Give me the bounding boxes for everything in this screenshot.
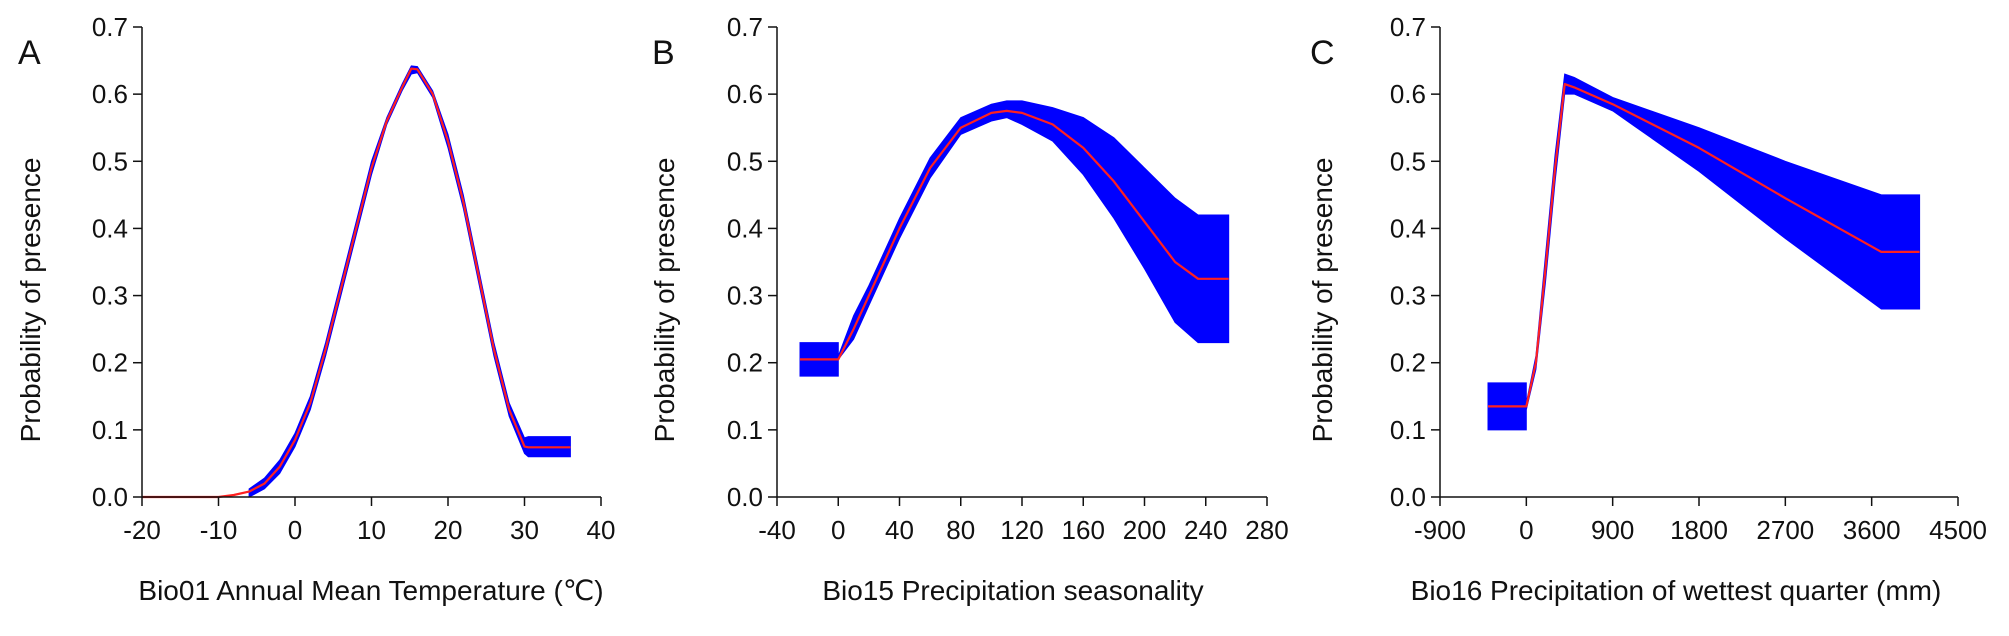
x-tick-label: 200 <box>1123 515 1166 545</box>
y-tick-label: 0.4 <box>1390 213 1426 243</box>
y-axis-title: Probability of presence <box>649 158 680 443</box>
y-tick-label: 0.6 <box>92 79 128 109</box>
y-tick-label: 0.6 <box>1390 79 1426 109</box>
y-axis-title: Probability of presence <box>15 158 46 443</box>
variability-band <box>1487 73 1921 431</box>
y-tick-label: 0.6 <box>727 79 763 109</box>
y-tick-label: 0.0 <box>727 482 763 512</box>
x-tick-label: 40 <box>587 515 616 545</box>
y-tick-label: 0.2 <box>1390 348 1426 378</box>
variability-band <box>248 65 571 498</box>
x-tick-label: -40 <box>758 515 796 545</box>
x-tick-label: -900 <box>1414 515 1466 545</box>
panel-c: C Probability of presence Bio16 Precipit… <box>1307 12 1987 606</box>
y-tick-label: 0.5 <box>92 146 128 176</box>
x-tick-label: 1800 <box>1670 515 1728 545</box>
x-tick-label: 80 <box>946 515 975 545</box>
variability-band <box>799 100 1230 377</box>
y-tick-label: 0.4 <box>92 213 128 243</box>
x-tick-label: 900 <box>1591 515 1634 545</box>
x-tick-label: 120 <box>1000 515 1043 545</box>
mean-response-curve <box>1488 82 1920 408</box>
x-tick-label: 160 <box>1062 515 1105 545</box>
y-tick-label: 0.1 <box>727 415 763 445</box>
x-tick-label: 240 <box>1184 515 1227 545</box>
y-tick-label: 0.0 <box>92 482 128 512</box>
y-tick-label: 0.4 <box>727 213 763 243</box>
panel-b: B Probability of presence Bio15 Precipit… <box>649 12 1289 606</box>
x-tick-label: 2700 <box>1756 515 1814 545</box>
y-tick-label: 0.1 <box>1390 415 1426 445</box>
y-tick-label: 0.5 <box>727 146 763 176</box>
y-tick-label: 0.1 <box>92 415 128 445</box>
x-axis-title: Bio16 Precipitation of wettest quarter (… <box>1411 575 1942 606</box>
x-tick-label: 0 <box>1519 515 1533 545</box>
x-tick-label: -20 <box>123 515 161 545</box>
y-tick-label: 0.2 <box>727 348 763 378</box>
y-tick-label: 0.7 <box>92 12 128 42</box>
x-axis-title: Bio15 Precipitation seasonality <box>822 575 1203 606</box>
x-tick-label: 0 <box>288 515 302 545</box>
y-tick-label: 0.0 <box>1390 482 1426 512</box>
y-tick-label: 0.3 <box>727 281 763 311</box>
y-tick-label: 0.7 <box>1390 12 1426 42</box>
mean-response-curve <box>800 109 1229 361</box>
x-tick-label: 10 <box>357 515 386 545</box>
x-tick-label: 40 <box>885 515 914 545</box>
panel-letter: A <box>18 34 41 72</box>
mean-response-curve <box>142 67 571 499</box>
x-tick-label: 0 <box>831 515 845 545</box>
x-tick-label: -10 <box>200 515 238 545</box>
y-tick-label: 0.2 <box>92 348 128 378</box>
y-axis-title: Probability of presence <box>1307 158 1338 443</box>
y-tick-label: 0.5 <box>1390 146 1426 176</box>
x-tick-label: 30 <box>510 515 539 545</box>
panel-a: A Probability of presence Bio01 Annual M… <box>15 12 615 606</box>
y-tick-label: 0.3 <box>92 281 128 311</box>
y-tick-label: 0.7 <box>727 12 763 42</box>
panel-letter: C <box>1310 34 1335 72</box>
x-tick-label: 280 <box>1245 515 1288 545</box>
y-tick-label: 0.3 <box>1390 281 1426 311</box>
panel-letter: B <box>652 34 675 72</box>
x-tick-label: 20 <box>434 515 463 545</box>
x-axis-title: Bio01 Annual Mean Temperature (℃) <box>138 575 603 606</box>
x-tick-label: 3600 <box>1843 515 1901 545</box>
x-tick-label: 4500 <box>1929 515 1987 545</box>
